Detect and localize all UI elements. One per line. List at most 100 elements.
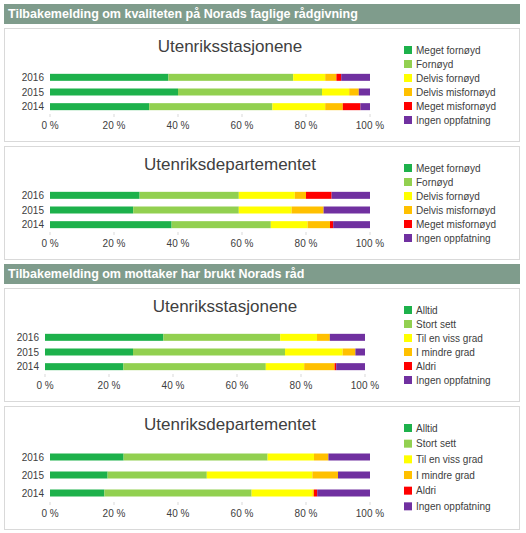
legend-swatch bbox=[404, 440, 412, 448]
legend-swatch bbox=[404, 362, 412, 370]
legend-swatch bbox=[404, 334, 412, 342]
legend-swatch bbox=[404, 164, 412, 172]
bar bbox=[50, 192, 140, 199]
legend-label: Aldri bbox=[416, 361, 436, 372]
bar bbox=[333, 221, 370, 228]
legend-swatch bbox=[404, 502, 412, 510]
section-header-bg bbox=[4, 4, 520, 24]
legend-label: Alltid bbox=[416, 305, 438, 316]
category-label: 2016 bbox=[22, 190, 45, 201]
tick-label: 80 % bbox=[295, 238, 318, 249]
chart-title: Utenriksstasjonene bbox=[153, 297, 298, 316]
bar bbox=[266, 363, 304, 370]
bar bbox=[336, 74, 341, 81]
bar bbox=[133, 207, 239, 214]
bar bbox=[343, 103, 361, 110]
legend-label: Ingen oppfatning bbox=[416, 501, 491, 512]
tick-label: 80 % bbox=[295, 120, 318, 131]
tick-label: 20 % bbox=[103, 508, 126, 519]
category-label: 2014 bbox=[22, 101, 45, 112]
bar bbox=[293, 74, 325, 81]
legend-swatch bbox=[404, 455, 412, 463]
legend-swatch bbox=[404, 206, 412, 214]
chart-title: Utenriksdepartementet bbox=[144, 415, 316, 434]
category-label: 2015 bbox=[22, 470, 45, 481]
bar bbox=[172, 221, 271, 228]
tick-label: 100 % bbox=[351, 380, 379, 391]
tick bbox=[237, 374, 238, 377]
bar bbox=[50, 472, 108, 479]
tick-label: 0 % bbox=[41, 508, 58, 519]
chart-panel: Utenriksstasjonene2016201520140 %20 %40 … bbox=[5, 289, 520, 402]
bar bbox=[140, 192, 239, 199]
chart-panel: Utenriksstasjonene2016201520140 %20 %40 … bbox=[5, 29, 520, 142]
bar bbox=[349, 89, 359, 96]
bar bbox=[124, 454, 268, 461]
tick-label: 60 % bbox=[231, 238, 254, 249]
tick-label: 40 % bbox=[167, 508, 190, 519]
legend-swatch bbox=[404, 471, 412, 479]
bar bbox=[292, 207, 324, 214]
tick-label: 100 % bbox=[356, 120, 384, 131]
bar bbox=[317, 334, 330, 341]
tick-label: 80 % bbox=[290, 380, 313, 391]
bar bbox=[45, 363, 123, 370]
tick-label: 0 % bbox=[36, 380, 53, 391]
category-label: 2015 bbox=[22, 87, 45, 98]
legend-label: Fornøyd bbox=[416, 59, 453, 70]
bars bbox=[50, 454, 370, 497]
bar bbox=[330, 221, 333, 228]
bar bbox=[336, 363, 365, 370]
bar bbox=[325, 74, 336, 81]
category-label: 2014 bbox=[22, 219, 45, 230]
legend-label: Delvis fornøyd bbox=[416, 191, 480, 202]
bar bbox=[50, 490, 104, 497]
tick bbox=[45, 374, 46, 377]
bars bbox=[45, 334, 365, 370]
tick bbox=[365, 374, 366, 377]
category-label: 2015 bbox=[22, 205, 45, 216]
bar bbox=[308, 221, 330, 228]
section-header: Tilbakemelding om kvaliteten på Norads f… bbox=[8, 7, 358, 21]
legend-swatch bbox=[404, 376, 412, 384]
tick-label: 0 % bbox=[41, 120, 58, 131]
tick-label: 80 % bbox=[295, 508, 318, 519]
bar bbox=[295, 192, 306, 199]
legend-label: Delvis fornøyd bbox=[416, 73, 480, 84]
bar bbox=[341, 74, 370, 81]
legend-label: Alltid bbox=[416, 423, 438, 434]
legend-swatch bbox=[404, 178, 412, 186]
bar bbox=[50, 207, 133, 214]
background bbox=[0, 0, 526, 533]
tick bbox=[242, 502, 243, 505]
bar bbox=[317, 490, 370, 497]
tick bbox=[50, 502, 51, 505]
legend-label: Til en viss grad bbox=[416, 454, 483, 465]
bar bbox=[312, 490, 314, 497]
tick bbox=[114, 502, 115, 505]
category-label: 2016 bbox=[22, 452, 45, 463]
bar bbox=[168, 74, 293, 81]
figure: Tilbakemelding om kvaliteten på Norads f… bbox=[0, 0, 526, 533]
chart-title: Utenriksdepartementet bbox=[144, 155, 316, 174]
tick bbox=[306, 502, 307, 505]
legend-swatch bbox=[404, 60, 412, 68]
bar bbox=[271, 221, 308, 228]
legend-swatch bbox=[404, 220, 412, 228]
tick bbox=[306, 232, 307, 235]
bar bbox=[360, 103, 370, 110]
bar bbox=[50, 454, 124, 461]
legend-swatch bbox=[404, 192, 412, 200]
bar bbox=[306, 192, 332, 199]
legend-swatch bbox=[404, 487, 412, 495]
legend-swatch bbox=[404, 88, 412, 96]
tick bbox=[173, 374, 174, 377]
bar bbox=[328, 454, 370, 461]
bar bbox=[285, 349, 343, 356]
tick-label: 40 % bbox=[167, 238, 190, 249]
category-label: 2016 bbox=[22, 72, 45, 83]
tick bbox=[178, 114, 179, 117]
tick-label: 0 % bbox=[41, 238, 58, 249]
bar bbox=[133, 349, 285, 356]
section-header: Tilbakemelding om mottaker har brukt Nor… bbox=[8, 267, 304, 281]
